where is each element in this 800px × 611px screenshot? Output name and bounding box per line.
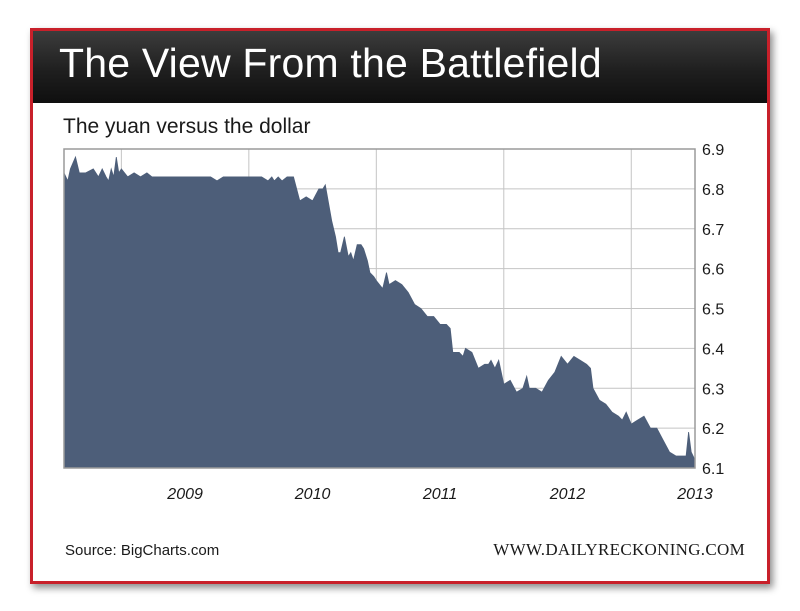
series-area — [63, 155, 696, 469]
chart-title: The yuan versus the dollar — [63, 115, 311, 138]
x-tick-label: 2011 — [422, 486, 457, 503]
y-tick-label: 6.2 — [702, 421, 724, 438]
y-tick-label: 6.7 — [702, 222, 724, 239]
y-tick-label: 6.9 — [702, 142, 724, 159]
x-tick-label: 2009 — [166, 486, 203, 503]
area-layer — [63, 155, 696, 469]
chart-plot: 6.9 6.8 6.7 6.6 6.5 6.4 6.3 6.2 6.1 2009 2010 2011… — [63, 142, 724, 503]
source-note: Source: BigCharts.com — [65, 542, 220, 559]
plot-border — [63, 148, 696, 469]
y-tick-label: 6.6 — [702, 262, 724, 279]
y-tick-labels: 6.9 6.8 6.7 6.6 6.5 6.4 6.3 6.2 6.1 — [702, 142, 724, 478]
banner: The View From the Battlefield — [33, 31, 767, 103]
y-tick-label: 6.8 — [702, 182, 724, 199]
y-tick-label: 6.5 — [702, 302, 724, 319]
plot-frame — [63, 148, 696, 469]
banner-title: The View From the Battlefield — [59, 40, 602, 86]
y-tick-label: 6.1 — [702, 461, 724, 478]
x-tick-label: 2012 — [549, 486, 586, 503]
chart-frame: The View From the Battlefield The yuan v… — [30, 28, 770, 584]
y-tick-label: 6.4 — [702, 341, 724, 358]
x-tick-label: 2013 — [676, 486, 713, 503]
x-tick-labels: 2009 2010 2011 2012 2013 — [166, 486, 713, 503]
site-url: WWW.DAILYRECKONING.COM — [493, 540, 745, 559]
y-tick-label: 6.3 — [702, 381, 724, 398]
x-tick-label: 2010 — [294, 486, 331, 503]
